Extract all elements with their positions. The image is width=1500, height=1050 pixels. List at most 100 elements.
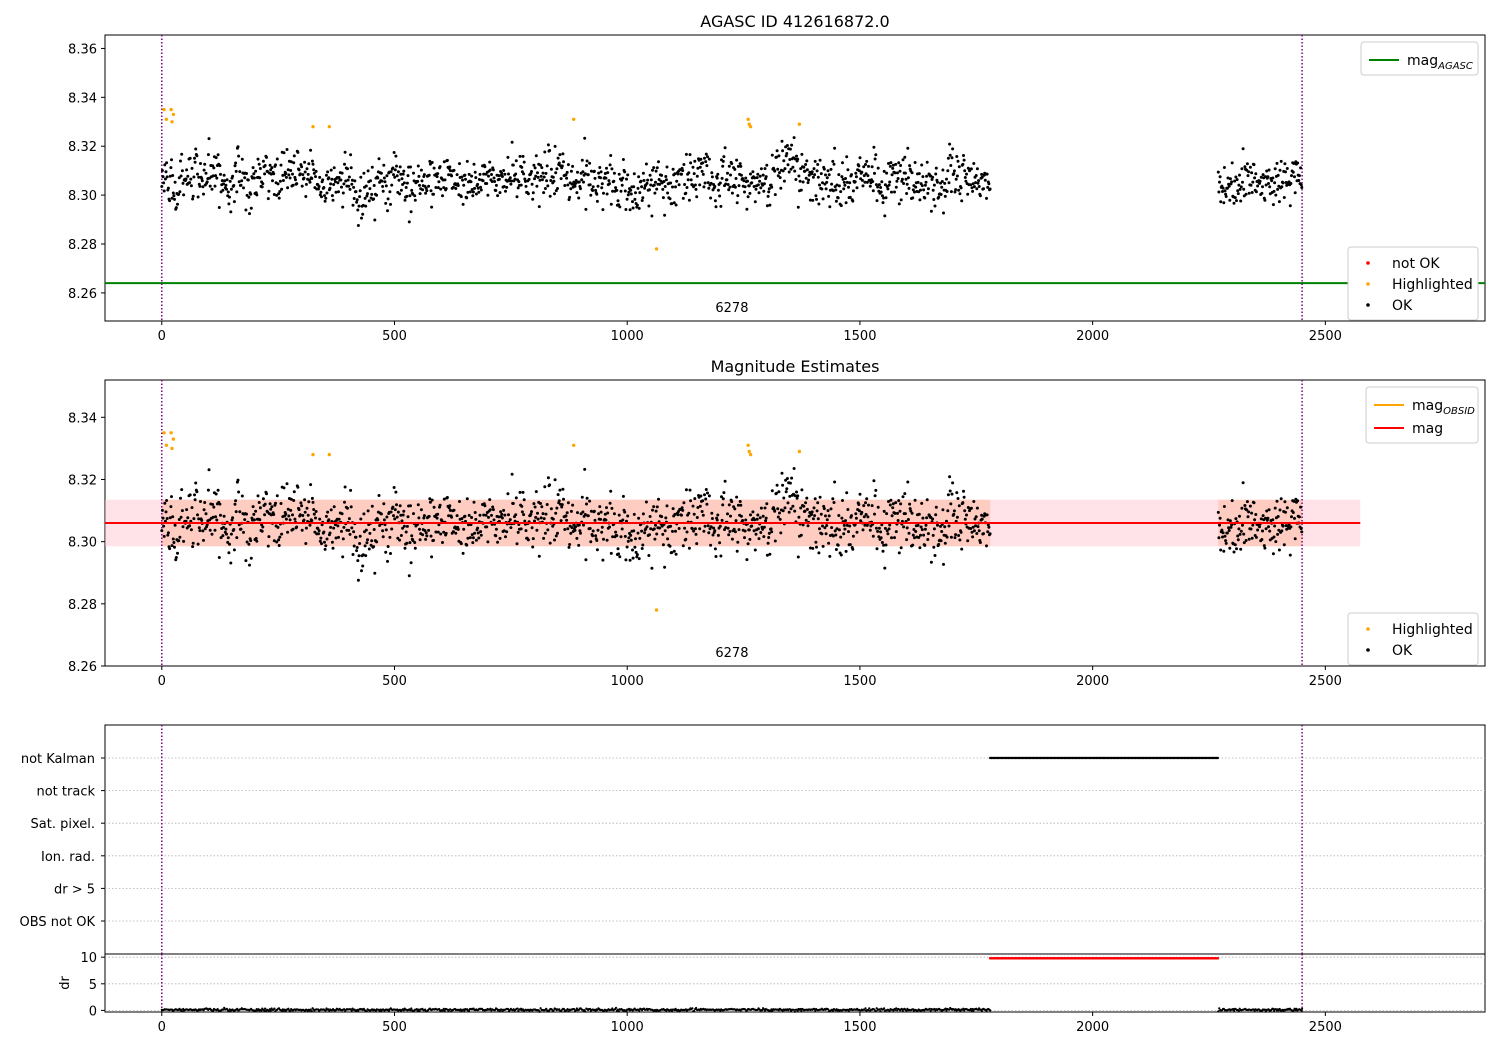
ok-point xyxy=(251,166,255,170)
ok-point xyxy=(957,188,961,192)
ok-point xyxy=(199,162,202,165)
ok-point xyxy=(913,498,917,502)
ok-point xyxy=(634,191,637,195)
ok-point xyxy=(181,181,185,185)
ok-point xyxy=(388,535,392,539)
ok-point xyxy=(163,163,167,167)
ok-point xyxy=(372,184,376,187)
ok-point xyxy=(924,523,928,527)
ok-point xyxy=(267,189,271,193)
dr-point xyxy=(1263,1008,1266,1011)
ok-point xyxy=(588,499,592,503)
ok-point xyxy=(702,185,706,189)
ok-point xyxy=(526,192,530,196)
ok-point xyxy=(839,535,843,539)
ok-point xyxy=(430,498,434,502)
legend-label: Highlighted xyxy=(1392,622,1473,638)
ok-point xyxy=(724,182,728,186)
ok-point xyxy=(228,179,232,183)
ok-point xyxy=(980,175,984,179)
ok-point xyxy=(746,195,750,199)
ok-point xyxy=(358,189,362,193)
ok-point xyxy=(1293,537,1297,541)
ok-point xyxy=(813,497,817,501)
y-tick-label: 8.26 xyxy=(68,660,97,675)
ok-point xyxy=(828,554,832,558)
ok-point xyxy=(332,505,336,509)
ok-point xyxy=(860,170,864,174)
ok-point xyxy=(427,184,431,188)
ok-point xyxy=(242,186,245,190)
ok-point xyxy=(516,186,520,190)
ok-point xyxy=(347,175,351,179)
ok-point xyxy=(890,190,893,194)
ok-point xyxy=(364,554,368,558)
ok-point xyxy=(1275,499,1279,503)
ok-point xyxy=(304,195,308,198)
ok-point xyxy=(639,179,643,183)
ok-point xyxy=(794,178,798,181)
ok-point xyxy=(349,488,353,492)
ok-point xyxy=(184,519,188,523)
ok-point xyxy=(327,518,331,522)
ok-point xyxy=(664,516,668,520)
ok-point xyxy=(570,182,574,186)
ok-point xyxy=(263,513,267,517)
ok-point xyxy=(816,163,820,166)
ok-point xyxy=(324,196,328,200)
ok-point xyxy=(685,186,689,189)
ok-point xyxy=(716,533,720,537)
ok-point xyxy=(651,168,654,172)
ok-point xyxy=(973,517,977,521)
ok-point xyxy=(293,517,297,521)
ok-point xyxy=(778,176,782,180)
ok-point xyxy=(975,187,979,191)
ok-point xyxy=(479,530,483,534)
ok-point xyxy=(601,208,605,212)
ok-point xyxy=(171,515,175,519)
obsid-label: 6278 xyxy=(715,646,748,661)
legend-label: magOBSID xyxy=(1412,398,1475,417)
ok-point xyxy=(800,152,804,156)
ok-point xyxy=(533,177,536,181)
ok-point xyxy=(571,164,575,168)
ok-point xyxy=(362,171,366,175)
ok-point xyxy=(857,509,861,513)
ok-point xyxy=(1249,183,1253,187)
ok-point xyxy=(544,512,548,516)
ok-point xyxy=(826,509,830,513)
ok-point xyxy=(805,159,809,163)
ok-point xyxy=(1290,515,1293,519)
ok-point xyxy=(891,166,895,170)
ok-point xyxy=(212,166,216,170)
ok-point xyxy=(805,507,809,511)
ok-point xyxy=(811,198,815,202)
ok-point xyxy=(180,169,184,173)
ok-point xyxy=(854,175,858,179)
ok-point xyxy=(488,498,492,502)
ok-point xyxy=(926,187,930,191)
ok-point xyxy=(1233,196,1237,200)
ok-point xyxy=(975,532,979,535)
ok-point xyxy=(225,532,228,536)
ok-point xyxy=(733,185,737,189)
ok-point xyxy=(327,176,331,180)
ok-point xyxy=(821,524,824,528)
ok-point xyxy=(877,526,881,530)
ok-point xyxy=(836,196,840,200)
ok-point xyxy=(336,524,340,528)
ok-point xyxy=(403,198,407,202)
dr-point xyxy=(1237,1009,1240,1013)
ok-point xyxy=(920,528,924,532)
flag-category-label: not Kalman xyxy=(21,752,95,767)
ok-point xyxy=(487,174,490,178)
legend-label: magAGASC xyxy=(1407,53,1473,72)
dr-point xyxy=(539,1007,542,1010)
ok-point xyxy=(775,155,778,159)
ok-point xyxy=(531,545,535,549)
ok-point xyxy=(645,525,649,529)
ok-point xyxy=(889,498,893,502)
ok-point xyxy=(344,179,348,183)
ok-point xyxy=(195,490,199,494)
ok-point xyxy=(770,489,774,493)
